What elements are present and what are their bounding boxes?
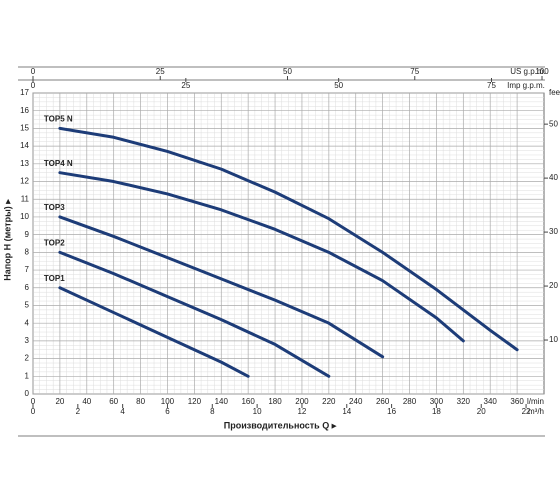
x-tick-label: 160 — [241, 397, 255, 406]
y-tick-label: 3 — [25, 336, 30, 345]
y-tick-label: 1 — [25, 371, 30, 380]
y-tick-label: 7 — [25, 265, 30, 274]
curve-label: TOP4 N — [44, 159, 73, 168]
secondary-tick-label: 75 — [487, 81, 496, 90]
x-tick-label: 80 — [136, 397, 145, 406]
curve-label: TOP3 — [44, 203, 65, 212]
secondary-tick-label: 4 — [120, 407, 125, 416]
secondary-tick-label: 8 — [210, 407, 215, 416]
y-tick-label: 0 — [25, 389, 30, 398]
secondary-tick-label: 20 — [549, 281, 558, 290]
y-tick-label: 12 — [20, 177, 29, 186]
y-tick-label: 17 — [20, 88, 29, 97]
secondary-tick-label: 25 — [181, 81, 190, 90]
pump-curve — [58, 286, 250, 378]
secondary-tick-label: 75 — [410, 67, 419, 76]
x-axis-title: Производительность Q ▸ — [224, 420, 337, 430]
secondary-tick-label: 0 — [31, 67, 36, 76]
x-tick-label: 220 — [322, 397, 336, 406]
secondary-axis-unit: feet — [549, 88, 560, 97]
x-tick-label: 100 — [161, 397, 175, 406]
pump-curve — [58, 171, 465, 343]
curve-label: TOP1 — [44, 274, 65, 283]
secondary-tick-label: 2 — [76, 407, 81, 416]
secondary-tick-label: 100 — [535, 67, 549, 76]
x-tick-label: 260 — [376, 397, 390, 406]
x-tick-label: 20 — [55, 397, 64, 406]
secondary-tick-label: 0 — [31, 81, 36, 90]
secondary-tick-label: 25 — [156, 67, 165, 76]
secondary-tick-label: 50 — [283, 67, 292, 76]
pump-curve — [58, 250, 331, 378]
x-tick-label: 300 — [430, 397, 444, 406]
secondary-axis-unit: Imp g.p.m. — [507, 81, 545, 90]
x-tick-label: 40 — [82, 397, 91, 406]
y-tick-label: 5 — [25, 301, 30, 310]
secondary-tick-label: 50 — [334, 81, 343, 90]
x-tick-label: 320 — [457, 397, 471, 406]
secondary-tick-label: 30 — [549, 227, 558, 236]
x-tick-label: 280 — [403, 397, 417, 406]
x-tick-label: 180 — [268, 397, 282, 406]
secondary-tick-label: 16 — [387, 407, 396, 416]
secondary-tick-label: 12 — [297, 407, 306, 416]
secondary-tick-label: 10 — [549, 335, 558, 344]
y-tick-label: 8 — [25, 247, 30, 256]
x-tick-label: 0 — [31, 397, 36, 406]
secondary-tick-label: 14 — [342, 407, 351, 416]
y-tick-label: 9 — [25, 230, 30, 239]
x-tick-label: 200 — [295, 397, 309, 406]
x-tick-label: 120 — [188, 397, 202, 406]
x-tick-label: 60 — [109, 397, 118, 406]
y-tick-label: 4 — [25, 318, 30, 327]
secondary-tick-label: 6 — [165, 407, 170, 416]
y-axis-title: Напор H (метры) ▸ — [2, 199, 12, 281]
pump-curve — [58, 126, 519, 352]
secondary-tick-label: 0 — [31, 407, 36, 416]
y-tick-label: 14 — [20, 141, 29, 150]
y-tick-label: 16 — [20, 106, 29, 115]
curve-label: TOP5 N — [44, 115, 73, 124]
x-tick-label: 140 — [215, 397, 229, 406]
secondary-axis-unit: US g.p.m. — [510, 67, 546, 76]
secondary-tick-label: 50 — [549, 119, 558, 128]
pump-curve — [58, 215, 385, 359]
y-tick-label: 13 — [20, 159, 29, 168]
x-tick-label: 340 — [484, 397, 498, 406]
y-tick-label: 10 — [20, 212, 29, 221]
secondary-axis-unit: m³/h — [528, 407, 544, 416]
y-tick-label: 6 — [25, 283, 30, 292]
y-tick-label: 11 — [21, 194, 30, 203]
secondary-tick-label: 22 — [522, 407, 531, 416]
secondary-tick-label: 40 — [549, 173, 558, 182]
x-tick-label: 360 — [510, 397, 524, 406]
curve-label: TOP2 — [44, 238, 65, 247]
secondary-tick-label: 18 — [432, 407, 441, 416]
y-tick-label: 15 — [20, 124, 29, 133]
secondary-tick-label: 10 — [253, 407, 262, 416]
x-tick-label: 240 — [349, 397, 363, 406]
y-tick-label: 2 — [25, 354, 30, 363]
x-unit: l/min — [527, 397, 544, 406]
secondary-tick-label: 20 — [477, 407, 486, 416]
